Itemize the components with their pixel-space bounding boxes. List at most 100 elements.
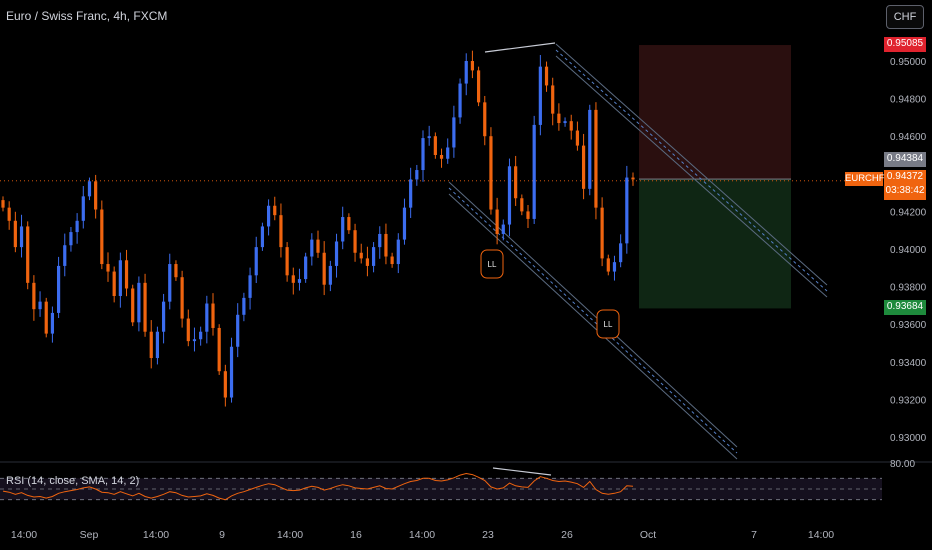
candle [384, 223, 388, 265]
candle-body [155, 331, 160, 359]
candle [192, 327, 197, 352]
candle [365, 246, 370, 277]
x-tick-label: 14:00 [277, 529, 303, 541]
candle [310, 233, 314, 266]
candle [7, 201, 11, 230]
candle [594, 102, 598, 220]
candle-body [310, 239, 314, 257]
y-tick-label: 0.93000 [890, 433, 927, 444]
stop-loss-zone [639, 45, 791, 180]
candle [316, 230, 320, 258]
candle [205, 295, 209, 344]
candle-body [514, 166, 518, 199]
lower-channel-mid [448, 187, 738, 454]
candle-body [297, 279, 302, 283]
candle [143, 273, 147, 337]
candle-body [625, 177, 629, 244]
candle-body [334, 241, 339, 266]
y-tick-label: 0.94800 [890, 95, 927, 106]
candle [38, 291, 42, 317]
candle [334, 233, 339, 278]
candle [254, 236, 258, 284]
candle-body [229, 346, 234, 398]
currency-button[interactable]: CHF [886, 5, 924, 29]
candle [452, 105, 456, 158]
candle-body [569, 121, 573, 131]
candle-body [476, 70, 481, 103]
x-tick-label: Oct [640, 529, 656, 541]
candle [81, 186, 85, 229]
candle-body [199, 331, 203, 340]
candle-body [464, 61, 468, 84]
price-swing-line [484, 42, 556, 53]
lower-low-label: LL [604, 320, 613, 329]
candle-body [242, 297, 246, 315]
take-profit-zone [639, 179, 791, 309]
candle [476, 66, 481, 107]
candle [297, 268, 302, 291]
candle-body [538, 66, 542, 125]
candle-body [63, 245, 67, 266]
candle-body [365, 258, 370, 266]
candle-body [501, 224, 505, 234]
candle [606, 254, 610, 276]
candle [322, 241, 326, 296]
candle-body [612, 262, 617, 272]
candle [551, 77, 555, 126]
upper-channel [555, 43, 828, 298]
x-tick-label: 14:00 [11, 529, 37, 541]
candle-body [266, 205, 271, 227]
candle-body [619, 243, 623, 263]
candle [106, 252, 110, 282]
candle [557, 103, 561, 131]
chart-title: Euro / Swiss Franc, 4h, FXCM [6, 9, 168, 23]
candle [137, 276, 141, 332]
candle-body [69, 232, 73, 246]
candle [421, 130, 425, 182]
candle [625, 165, 629, 254]
candle-body [353, 230, 357, 253]
candle-body [489, 136, 493, 210]
x-tick-label: 16 [350, 529, 362, 541]
candle-body [396, 239, 400, 265]
x-tick-label: 23 [482, 529, 494, 541]
rsi-pane: 80.00 [0, 459, 932, 501]
candle-body [446, 147, 450, 159]
candle-body [427, 136, 431, 139]
candle-body [248, 275, 252, 298]
x-tick-label: Sep [80, 529, 99, 541]
candle-body [378, 233, 382, 248]
candle [266, 199, 271, 236]
candle-body [254, 247, 258, 276]
candle-body [526, 211, 530, 219]
candle-body [631, 177, 635, 180]
upper-channel-mid [555, 49, 828, 292]
stop-price-tag: 0.95085 [884, 37, 926, 52]
y-tick-label: 0.94600 [890, 132, 927, 143]
candle [131, 284, 135, 327]
rsi-indicator-label[interactable]: RSI (14, close, SMA, 14, 2) [6, 475, 140, 487]
candle [13, 211, 17, 253]
candle [69, 227, 73, 252]
rsi-axis-label: 80.00 [890, 459, 915, 470]
candle-body [563, 121, 567, 124]
y-tick-label: 0.93200 [890, 395, 927, 406]
lower-low-badge [596, 309, 620, 339]
candle-body [409, 179, 413, 208]
candle-body [131, 288, 135, 323]
candle [619, 234, 623, 268]
candle-body [7, 207, 11, 221]
y-tick-label: 0.93400 [890, 358, 927, 369]
candle [495, 197, 499, 245]
candle [402, 198, 407, 245]
candle-body [149, 331, 153, 359]
candle-body [19, 226, 24, 248]
candle [520, 194, 524, 216]
candle [390, 252, 394, 268]
candle [217, 324, 221, 375]
candle-body [161, 301, 166, 332]
candle [112, 266, 116, 303]
x-tick-label: 26 [561, 529, 573, 541]
current-price: 0.94372 [886, 171, 924, 182]
